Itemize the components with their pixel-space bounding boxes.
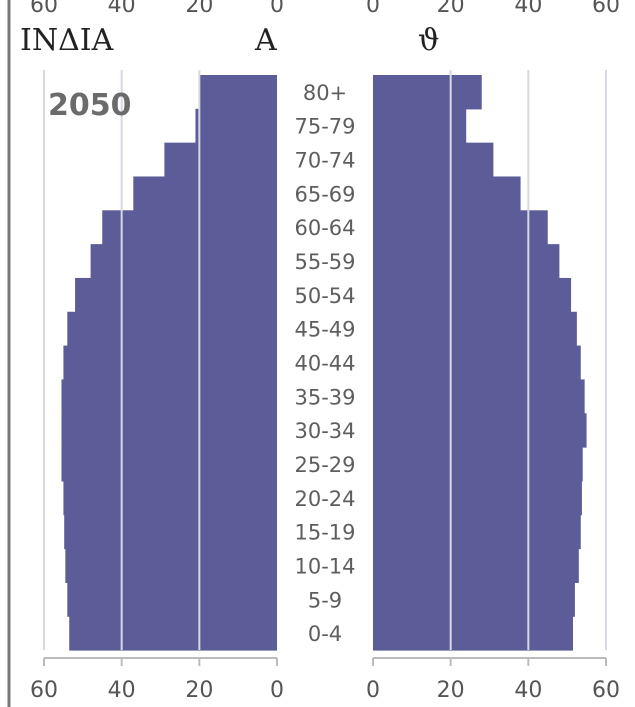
bar-right-80+ (373, 75, 482, 110)
bar-right-75-79 (373, 108, 467, 144)
tick-label-top-right-20: 20 (437, 0, 465, 18)
age-label-70-74: 70-74 (294, 149, 355, 173)
plot-area (43, 70, 607, 651)
bar-left-75-79 (195, 108, 277, 144)
country-label: INΔIA (20, 23, 114, 58)
tick-label-top-left-40: 40 (108, 0, 136, 18)
age-label-30-34: 30-34 (294, 419, 355, 443)
bar-left-5-9 (67, 582, 277, 617)
bar-left-60-64 (102, 210, 277, 245)
age-label-60-64: 60-64 (294, 216, 355, 240)
age-label-35-39: 35-39 (294, 385, 355, 409)
bar-right-40-44 (373, 345, 581, 381)
age-label-65-69: 65-69 (294, 182, 355, 206)
bar-right-50-54 (373, 277, 572, 313)
bar-right-25-29 (373, 447, 583, 482)
tick-label-top-right-40: 40 (514, 0, 542, 18)
tick-label-bottom-left-40: 40 (108, 678, 136, 703)
tick-label-top-right-0: 0 (366, 0, 380, 18)
tick-label-top-left-0: 0 (270, 0, 284, 18)
tick-label-top-right-60: 60 (592, 0, 620, 18)
age-labels: 0-4 5-9 10-14 15-19 20-24 25-29 30-34 35-39 40-4… (294, 81, 355, 646)
bar-left-80+ (199, 75, 277, 110)
bar-right-20-24 (373, 480, 582, 516)
bar-left-25-29 (61, 447, 277, 482)
age-label-40-44: 40-44 (294, 352, 355, 376)
tick-label-bottom-left-0: 0 (270, 678, 284, 703)
bar-right-65-69 (373, 176, 521, 211)
age-label-50-54: 50-54 (294, 284, 355, 308)
age-label-15-19: 15-19 (294, 521, 355, 545)
age-label-45-49: 45-49 (294, 318, 355, 342)
age-label-0-4: 0-4 (308, 622, 342, 646)
bar-left-65-69 (133, 176, 277, 211)
age-label-80+: 80+ (303, 81, 347, 105)
age-label-10-14: 10-14 (294, 554, 355, 578)
bar-left-20-24 (63, 480, 277, 516)
bar-right-60-64 (373, 210, 548, 245)
age-label-5-9: 5-9 (308, 588, 342, 612)
bar-right-10-14 (373, 548, 579, 583)
bar-left-15-19 (64, 514, 278, 550)
bar-left-35-39 (61, 379, 277, 414)
tick-label-top-left-60: 60 (30, 0, 58, 18)
tick-label-bottom-left-20: 20 (185, 678, 213, 703)
age-label-25-29: 25-29 (294, 453, 355, 477)
tick-label-bottom-right-20: 20 (437, 678, 465, 703)
bar-right-70-74 (373, 142, 494, 178)
right-symbol: ϑ (418, 23, 439, 58)
bar-right-5-9 (373, 582, 575, 617)
age-label-55-59: 55-59 (294, 250, 355, 274)
bar-right-30-34 (373, 413, 587, 448)
x-axis-ticks: 60 60 60 60 40 40 40 40 20 20 20 20 0 0 0 0 (30, 0, 620, 703)
bar-left-0-4 (69, 616, 277, 651)
bar-left-40-44 (63, 345, 277, 381)
bar-right-15-19 (373, 514, 581, 550)
bar-left-10-14 (65, 548, 277, 583)
bar-right-0-4 (373, 616, 573, 651)
bar-right-55-59 (373, 244, 560, 279)
bar-left-70-74 (164, 142, 277, 178)
bar-left-55-59 (90, 244, 277, 279)
age-label-20-24: 20-24 (294, 487, 355, 511)
tick-label-top-left-20: 20 (185, 0, 213, 18)
bar-left-50-54 (75, 277, 277, 313)
tick-label-bottom-left-60: 60 (30, 678, 58, 703)
tick-label-bottom-right-40: 40 (514, 678, 542, 703)
year-label: 2050 (48, 88, 132, 123)
left-symbol: A (254, 23, 277, 58)
tick-label-bottom-right-60: 60 (592, 678, 620, 703)
bar-right-35-39 (373, 379, 585, 414)
bar-left-30-34 (61, 413, 277, 448)
age-label-75-79: 75-79 (294, 115, 355, 139)
bar-left-45-49 (67, 311, 277, 347)
tick-label-bottom-right-0: 0 (366, 678, 380, 703)
bar-right-45-49 (373, 311, 577, 347)
